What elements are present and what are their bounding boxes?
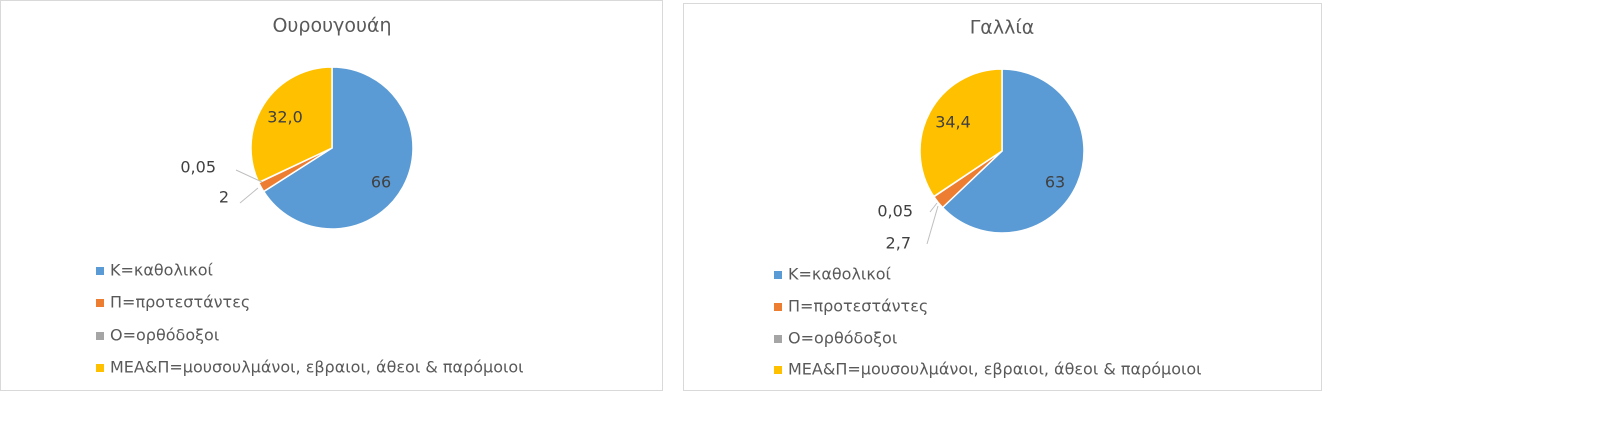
legend-label: Κ=καθολικοί [788,265,892,284]
legend-label: Ο=ορθόδοξοι [110,326,219,345]
legend-swatch [96,267,104,275]
data-label: 0,05 [180,158,216,177]
pie-slice [941,68,1085,234]
legend-swatch [96,332,104,340]
data-label: 2 [219,188,229,207]
legend-label: Κ=καθολικοί [110,261,214,280]
data-label: 34,4 [935,113,971,132]
data-label: 66 [371,173,391,192]
data-label: 32,0 [267,108,303,127]
legend-label: Π=προτεστάντες [110,293,250,312]
pie-slice [250,66,333,184]
legend-swatch [96,299,104,307]
leader-line [929,202,938,213]
data-label: 0,05 [877,202,913,221]
legend-label: Ο=ορθόδοξοι [788,329,897,348]
chart-title: Γαλλία [970,17,1035,39]
pie-slice [262,66,414,230]
legend-swatch [96,364,104,372]
legend-label: ΜΕΑ&Π=μουσουλμάνοι, εβραιοι, άθεοι & παρ… [110,358,524,377]
legend-label: Π=προτεστάντες [788,297,928,316]
pie-slice [919,68,1003,198]
legend-swatch [774,366,782,374]
leader-line [926,205,939,245]
legend-swatch [774,335,782,343]
leader-line [235,169,263,183]
chart-title: Ουρουγουάη [272,15,391,37]
data-label: 2,7 [886,234,911,253]
legend-swatch [774,271,782,279]
legend-label: ΜΕΑ&Π=μουσουλμάνοι, εβραιοι, άθεοι & παρ… [788,360,1202,379]
legend-swatch [774,303,782,311]
leader-line [239,187,259,204]
data-label: 63 [1045,173,1065,192]
